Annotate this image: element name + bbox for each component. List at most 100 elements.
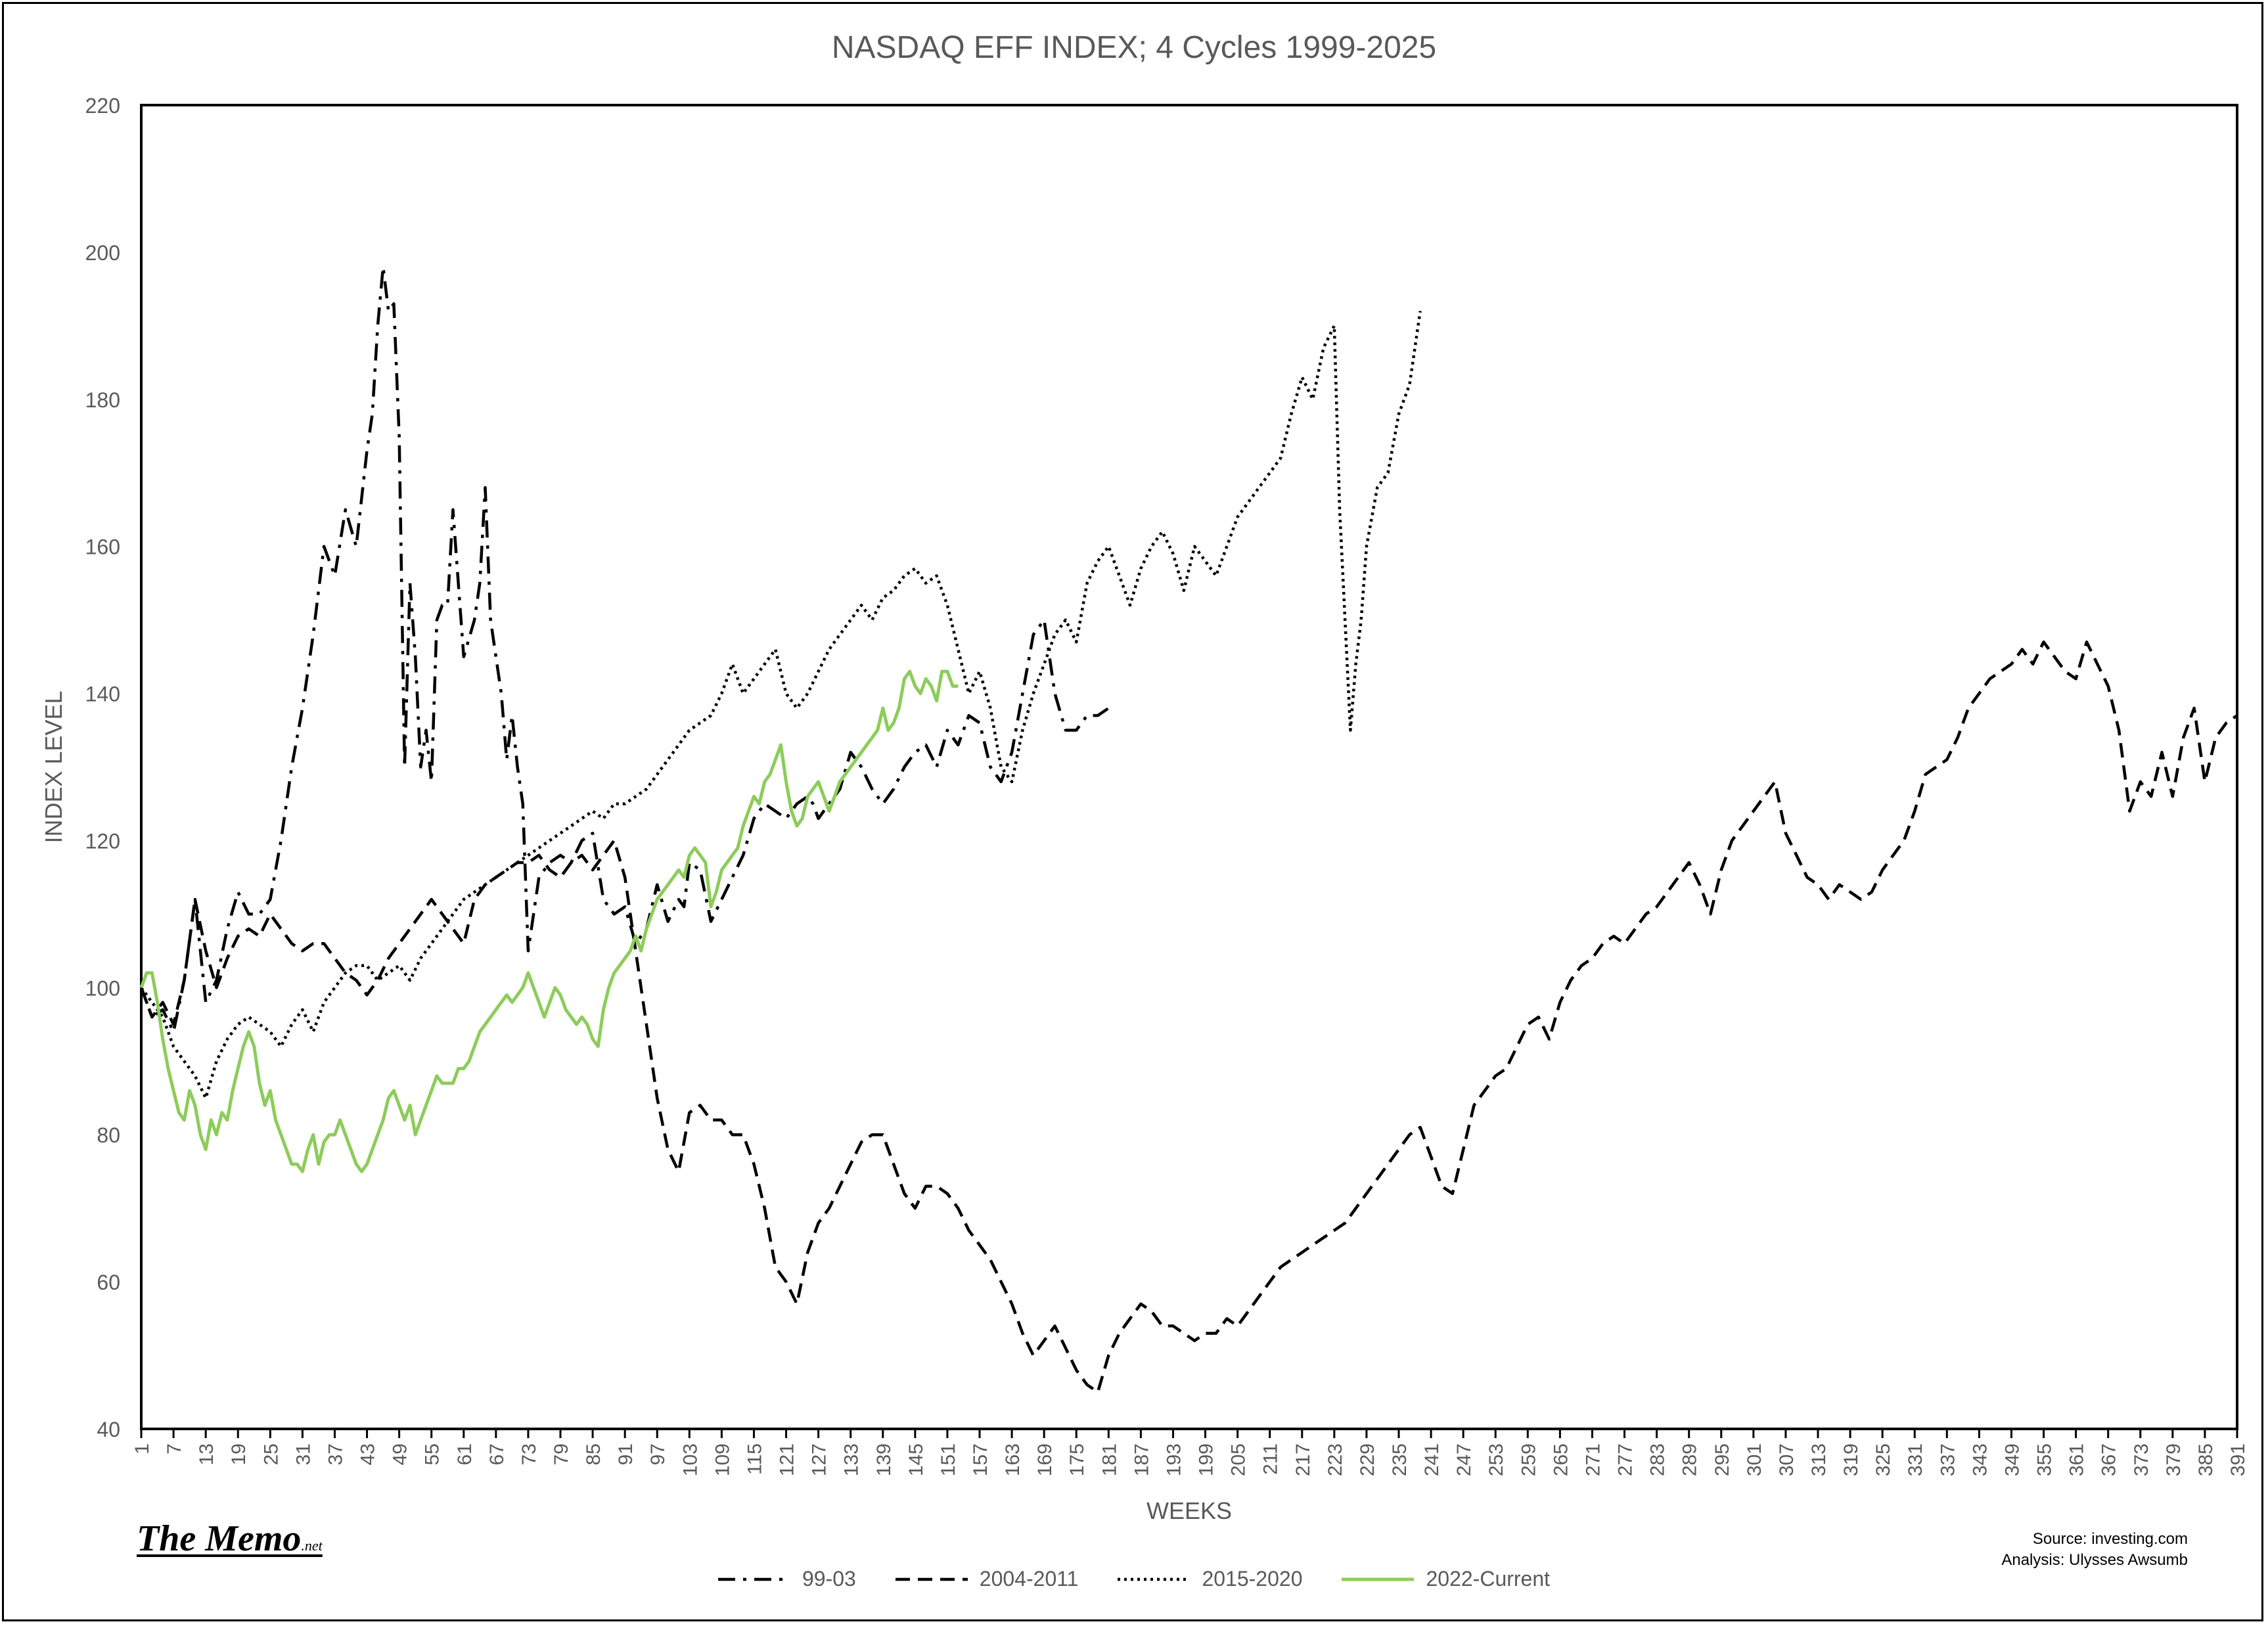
y-tick-label: 60 xyxy=(97,1271,120,1294)
y-axis-label: INDEX LEVEL xyxy=(40,690,67,843)
brand-logo: The Memo.net xyxy=(137,1518,323,1560)
x-tick-label: 133 xyxy=(841,1443,863,1476)
x-tick-label: 247 xyxy=(1453,1443,1475,1476)
x-tick-label: 385 xyxy=(2195,1443,2217,1476)
x-tick-label: 241 xyxy=(1421,1443,1443,1476)
x-tick-label: 73 xyxy=(518,1443,540,1465)
x-tick-label: 151 xyxy=(938,1443,959,1476)
x-tick-label: 283 xyxy=(1647,1443,1669,1476)
x-tick-label: 205 xyxy=(1228,1443,1250,1476)
x-tick-label: 163 xyxy=(1002,1443,1024,1476)
x-tick-label: 37 xyxy=(325,1443,346,1465)
x-tick-label: 289 xyxy=(1679,1443,1701,1476)
x-tick-label: 325 xyxy=(1872,1443,1894,1476)
x-tick-label: 187 xyxy=(1131,1443,1152,1476)
x-tick-label: 109 xyxy=(712,1443,733,1476)
x-tick-label: 43 xyxy=(357,1443,379,1465)
x-tick-label: 271 xyxy=(1582,1443,1604,1476)
x-tick-label: 313 xyxy=(1808,1443,1830,1476)
x-tick-label: 85 xyxy=(583,1443,604,1465)
legend-swatch xyxy=(1118,1577,1191,1581)
x-tick-label: 253 xyxy=(1486,1443,1507,1476)
brand-name: The Memo xyxy=(137,1518,302,1559)
x-tick-label: 97 xyxy=(647,1443,669,1465)
legend-item: 99-03 xyxy=(717,1567,856,1591)
x-tick-label: 115 xyxy=(744,1443,765,1475)
x-tick-label: 223 xyxy=(1325,1443,1346,1476)
x-tick-label: 91 xyxy=(615,1443,637,1465)
x-tick-label: 331 xyxy=(1905,1443,1926,1476)
x-tick-label: 79 xyxy=(551,1443,572,1465)
source-line: Source: investing.com xyxy=(2032,1530,2188,1548)
x-tick-label: 103 xyxy=(679,1443,701,1476)
x-tick-label: 373 xyxy=(2131,1443,2152,1476)
x-tick-label: 337 xyxy=(1937,1443,1959,1476)
x-axis-ticks: 1 7 13 19 25 31 37 43 49 55 61 67 73 79 85 91 97 103 109 11… xyxy=(131,1429,2249,1476)
x-tick-label: 127 xyxy=(809,1443,830,1476)
x-tick-label: 175 xyxy=(1066,1443,1088,1476)
x-tick-label: 1 xyxy=(131,1443,153,1455)
analysis-line: Analysis: Ulysses Awsumb xyxy=(2001,1551,2188,1569)
chart-legend: 99-03 2004-2011 2015-2020 2022-Current xyxy=(0,1567,2268,1591)
x-tick-label: 121 xyxy=(777,1443,798,1476)
y-tick-label: 100 xyxy=(85,976,120,1000)
y-tick-label: 200 xyxy=(85,241,120,265)
y-tick-label: 80 xyxy=(97,1123,120,1147)
legend-item: 2022-Current xyxy=(1342,1567,1550,1591)
series-line-3 xyxy=(140,311,1422,1100)
x-tick-label: 7 xyxy=(164,1443,185,1455)
x-tick-label: 259 xyxy=(1518,1443,1539,1476)
x-tick-label: 391 xyxy=(2227,1443,2249,1476)
x-tick-label: 295 xyxy=(1712,1443,1733,1476)
x-tick-label: 265 xyxy=(1550,1443,1572,1476)
x-tick-label: 31 xyxy=(292,1443,314,1465)
series-line-1 xyxy=(139,265,1110,1033)
x-tick-label: 211 xyxy=(1260,1443,1282,1475)
x-tick-label: 55 xyxy=(422,1443,443,1465)
legend-swatch xyxy=(717,1577,790,1581)
x-tick-label: 199 xyxy=(1196,1443,1217,1476)
legend-label: 2022-Current xyxy=(1426,1567,1551,1591)
y-tick-label: 120 xyxy=(85,829,120,853)
x-axis-label: WEEKS xyxy=(1146,1497,1232,1524)
legend-item: 2015-2020 xyxy=(1118,1567,1302,1591)
x-tick-label: 301 xyxy=(1744,1443,1765,1476)
series-line-4 xyxy=(139,669,959,1173)
x-tick-label: 49 xyxy=(390,1443,411,1465)
x-tick-label: 229 xyxy=(1357,1443,1378,1476)
x-tick-label: 19 xyxy=(228,1443,250,1465)
x-tick-label: 181 xyxy=(1099,1443,1120,1476)
y-tick-label: 160 xyxy=(85,535,120,559)
x-tick-label: 367 xyxy=(2098,1443,2120,1476)
x-tick-label: 25 xyxy=(260,1443,282,1465)
y-tick-label: 40 xyxy=(97,1418,120,1441)
x-tick-label: 361 xyxy=(2066,1443,2088,1476)
series-line-2 xyxy=(139,640,2238,1394)
y-tick-label: 220 xyxy=(85,94,120,118)
legend-swatch xyxy=(895,1577,968,1581)
legend-label: 2015-2020 xyxy=(1202,1567,1303,1591)
x-tick-label: 307 xyxy=(1776,1443,1798,1476)
chart-title: NASDAQ EFF INDEX; 4 Cycles 1999-2025 xyxy=(832,30,1436,65)
y-tick-label: 140 xyxy=(85,683,120,706)
y-axis-ticks: 40 60 80 100 120 140 160 180 200 220 xyxy=(85,94,120,1441)
y-tick-label: 180 xyxy=(85,388,120,412)
x-tick-label: 319 xyxy=(1840,1443,1862,1476)
x-tick-label: 349 xyxy=(2001,1443,2023,1476)
x-tick-label: 355 xyxy=(2034,1443,2056,1476)
x-tick-label: 277 xyxy=(1615,1443,1637,1476)
x-tick-label: 379 xyxy=(2163,1443,2185,1476)
series-layer xyxy=(139,265,2238,1394)
x-tick-label: 67 xyxy=(486,1443,508,1465)
x-tick-label: 61 xyxy=(454,1443,476,1465)
x-tick-label: 193 xyxy=(1163,1443,1185,1476)
x-tick-label: 145 xyxy=(905,1443,927,1476)
legend-swatch xyxy=(1342,1577,1415,1581)
x-tick-label: 217 xyxy=(1292,1443,1314,1476)
legend-item: 2004-2011 xyxy=(895,1567,1078,1591)
brand-suffix: .net xyxy=(301,1537,323,1554)
x-tick-label: 157 xyxy=(970,1443,991,1476)
x-tick-label: 169 xyxy=(1034,1443,1056,1476)
